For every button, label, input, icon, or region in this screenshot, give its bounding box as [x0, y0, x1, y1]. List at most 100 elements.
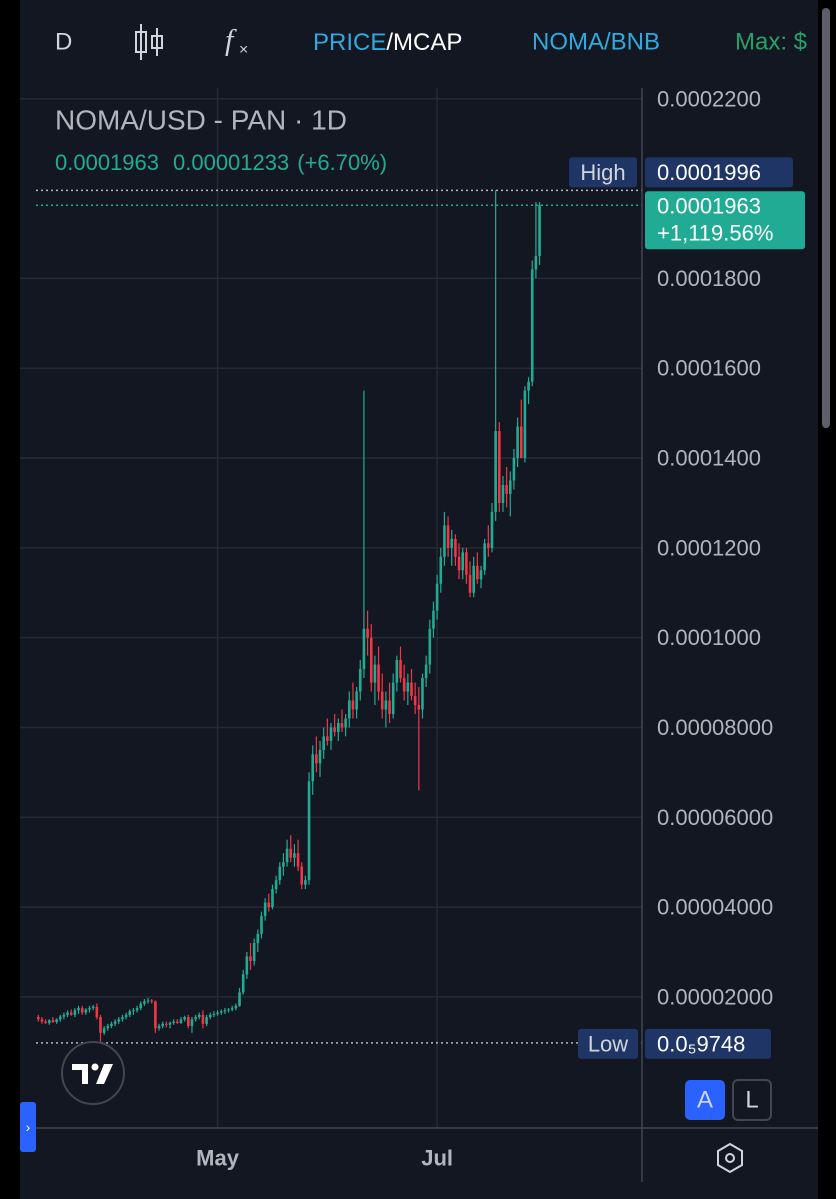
candle-body — [278, 866, 282, 881]
price-mcap-toggle[interactable]: PRICE/MCAP — [313, 29, 462, 56]
candle-body — [256, 934, 260, 943]
candle-body — [69, 1012, 73, 1015]
candle-body — [227, 1009, 230, 1011]
candle-body — [80, 1008, 84, 1013]
candle-body — [73, 1010, 77, 1015]
plot-area — [20, 88, 642, 1128]
interval-button[interactable]: D — [55, 29, 72, 56]
auto-scale-button[interactable] — [685, 1080, 725, 1120]
candle-body — [465, 552, 468, 575]
candle-body — [84, 1009, 88, 1013]
candle-body — [307, 781, 311, 881]
candle-body — [461, 552, 465, 571]
candle-body — [62, 1014, 66, 1017]
log-scale-button[interactable] — [732, 1079, 772, 1121]
candle-body — [479, 570, 483, 580]
candle-type-icon[interactable] — [135, 24, 163, 60]
high-label: High — [580, 160, 625, 185]
candle-body — [201, 1014, 205, 1024]
candle-body — [124, 1014, 128, 1018]
candle-body — [421, 678, 424, 710]
candle-body — [219, 1011, 223, 1013]
candle-body — [51, 1020, 55, 1023]
candle-body — [47, 1020, 51, 1023]
candle-body — [110, 1023, 113, 1027]
last-price-value: 0.0001963 — [657, 194, 761, 219]
candle-body — [446, 525, 450, 548]
candle-body — [388, 700, 391, 714]
mcap-option[interactable]: /MCAP — [386, 29, 462, 56]
candle-body — [351, 700, 355, 710]
candle-body — [296, 853, 300, 867]
x-tick-label: May — [196, 1146, 240, 1171]
candle-body — [439, 556, 443, 584]
candle-body — [238, 992, 241, 1006]
candle-body — [512, 458, 516, 481]
max-toggle[interactable]: Max: $ — [735, 29, 807, 56]
candle-body — [318, 749, 322, 764]
candle-body — [135, 1008, 139, 1011]
candle-body — [402, 678, 406, 692]
candle-body — [377, 664, 380, 692]
candle-body — [230, 1008, 234, 1010]
candle-body — [362, 628, 366, 670]
candle-body — [428, 628, 432, 665]
candle-body — [311, 754, 315, 782]
candle-body — [457, 556, 461, 571]
candle-body — [91, 1006, 95, 1009]
candle-body — [36, 1017, 40, 1020]
tradingview-logo[interactable] — [61, 1041, 125, 1105]
candle-body — [399, 660, 402, 679]
high-badge — [569, 157, 637, 188]
candle-body — [113, 1021, 117, 1024]
chart-title: NOMA/USD - PAN · 1D — [55, 105, 347, 136]
auto-scale-label: A — [697, 1087, 713, 1114]
last-price: 0.0001963 — [55, 150, 159, 175]
candle-body — [245, 956, 249, 975]
candle-body — [194, 1017, 197, 1020]
candle-body — [454, 538, 457, 557]
candle-body — [267, 902, 271, 908]
pair-toggle[interactable]: NOMA/BNB — [532, 29, 660, 56]
candle-body — [516, 426, 519, 459]
candle-body — [165, 1023, 168, 1025]
candle-body — [380, 691, 384, 710]
candle-body — [183, 1017, 186, 1020]
candle-body — [139, 1003, 143, 1009]
candle-body — [424, 664, 428, 679]
last-price-change: +1,119.56% — [657, 221, 773, 246]
candle-body — [187, 1017, 190, 1027]
candle-body — [106, 1026, 110, 1029]
legend-values: 0.0001963 0.00001233 (+6.70%) — [55, 150, 387, 175]
settings-icon[interactable] — [717, 1142, 743, 1174]
candle-body — [161, 1023, 164, 1027]
candle-body — [417, 704, 421, 710]
low-value-badge — [645, 1028, 771, 1059]
candle-body — [179, 1019, 183, 1023]
candle-body — [271, 889, 274, 908]
candle-body — [373, 664, 377, 683]
candle-body — [395, 660, 399, 683]
side-panel-tab[interactable] — [20, 1102, 36, 1152]
candle-body — [55, 1019, 58, 1023]
y-tick-label: 0.0001000 — [657, 625, 761, 650]
candle-body — [508, 480, 512, 494]
candle-body — [505, 484, 508, 494]
candle-body — [494, 431, 497, 512]
high-value: 0.0001996 — [657, 160, 761, 185]
candle-body — [498, 431, 501, 503]
candle-body — [223, 1010, 227, 1012]
candle-body — [44, 1021, 47, 1023]
candle-body — [322, 736, 325, 750]
candle-body — [208, 1014, 212, 1018]
candle-body — [212, 1013, 216, 1015]
candle-body — [197, 1014, 201, 1018]
candle-body — [99, 1017, 102, 1033]
price-change: 0.00001233 — [173, 150, 289, 175]
svg-text:×: × — [239, 42, 248, 59]
price-option[interactable]: PRICE — [313, 29, 386, 56]
y-tick-label: 0.0001400 — [657, 446, 761, 471]
candle-body — [285, 848, 289, 863]
candle-body — [443, 525, 446, 557]
candle-body — [483, 543, 486, 571]
